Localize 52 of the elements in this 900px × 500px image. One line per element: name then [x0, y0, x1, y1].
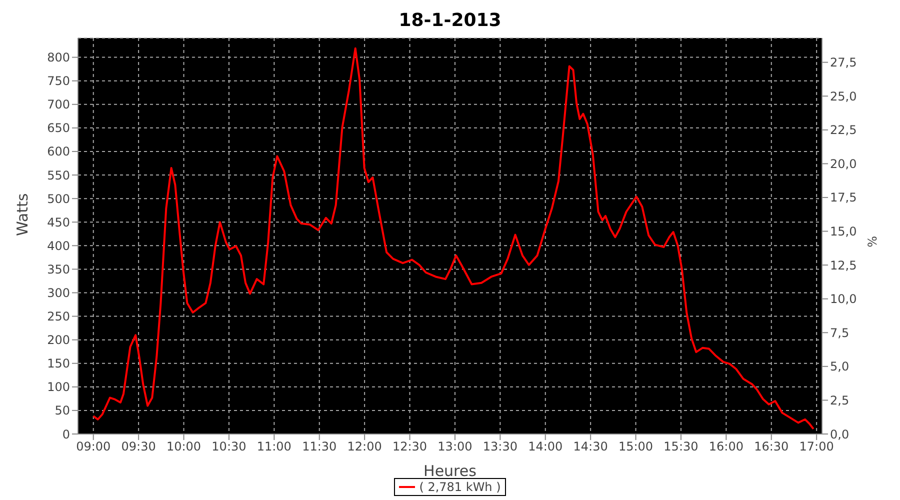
y-tick-label: 700	[47, 98, 70, 112]
x-tick-label: 12:00	[347, 440, 382, 454]
y-tick-label: 650	[47, 121, 70, 136]
y2-tick-label: 25,0	[830, 89, 857, 104]
y-tick-label: 350	[47, 262, 70, 276]
y-tick-label: 750	[47, 74, 70, 88]
line-series	[92, 47, 814, 430]
x-tick-label: 15:00	[618, 440, 654, 454]
y2-axis-title: %	[865, 236, 880, 248]
y2-tick-label: 12,5	[830, 258, 857, 272]
y-tick-label: 200	[47, 333, 70, 348]
y2-tick-label: 7,5	[830, 326, 850, 340]
y-tick-label: 500	[47, 192, 70, 206]
x-tick-label: 15:30	[664, 440, 698, 454]
x-tick-label: 17:00	[799, 440, 834, 454]
legend-label: ( 2,781 kWh )	[419, 480, 501, 494]
chart-title: 18-1-2013	[398, 9, 502, 33]
y2-tick-label: 20,0	[830, 156, 857, 171]
y2-tick-label: 5,0	[830, 360, 850, 374]
y-axis-title: Watts	[13, 193, 32, 236]
y-tick-label: 250	[47, 310, 70, 324]
x-tick-label: 10:00	[166, 440, 202, 454]
x-tick-label: 13:30	[482, 440, 518, 454]
y2-tick-label: 27,5	[830, 56, 857, 70]
y-tick-label: 450	[47, 215, 70, 230]
x-tick-label: 16:30	[754, 440, 789, 454]
y2-tick-label: 17,5	[830, 190, 857, 205]
x-axis-title: Heures	[424, 462, 477, 480]
y-tick-label: 0	[62, 427, 70, 442]
y2-tick-label: 2,5	[830, 393, 850, 408]
y2-tick-label: 0,0	[830, 427, 850, 442]
y-tick-label: 600	[47, 144, 70, 159]
y-tick-label: 100	[47, 380, 70, 394]
y-tick-label: 800	[47, 50, 70, 65]
y-tick-label: 50	[54, 404, 70, 418]
x-tick-label: 11:30	[302, 440, 337, 454]
x-tick-label: 11:00	[256, 440, 292, 454]
x-tick-label: 13:00	[438, 440, 472, 454]
x-tick-label: 14:00	[528, 440, 563, 454]
x-tick-label: 09:00	[76, 440, 111, 454]
y-tick-label: 150	[47, 356, 70, 371]
x-tick-label: 14:30	[573, 440, 608, 454]
x-tick-label: 16:00	[708, 440, 744, 454]
x-tick-label: 09:30	[121, 440, 156, 454]
x-tick-label: 10:30	[212, 440, 246, 454]
x-tick-label: 12:30	[392, 440, 428, 454]
y-tick-label: 300	[47, 286, 70, 300]
y-tick-label: 400	[47, 238, 70, 253]
y2-tick-label: 22,5	[830, 123, 857, 138]
y-tick-label: 550	[47, 168, 70, 182]
y2-tick-label: 15,0	[830, 224, 857, 239]
y2-tick-label: 10,0	[830, 292, 857, 306]
